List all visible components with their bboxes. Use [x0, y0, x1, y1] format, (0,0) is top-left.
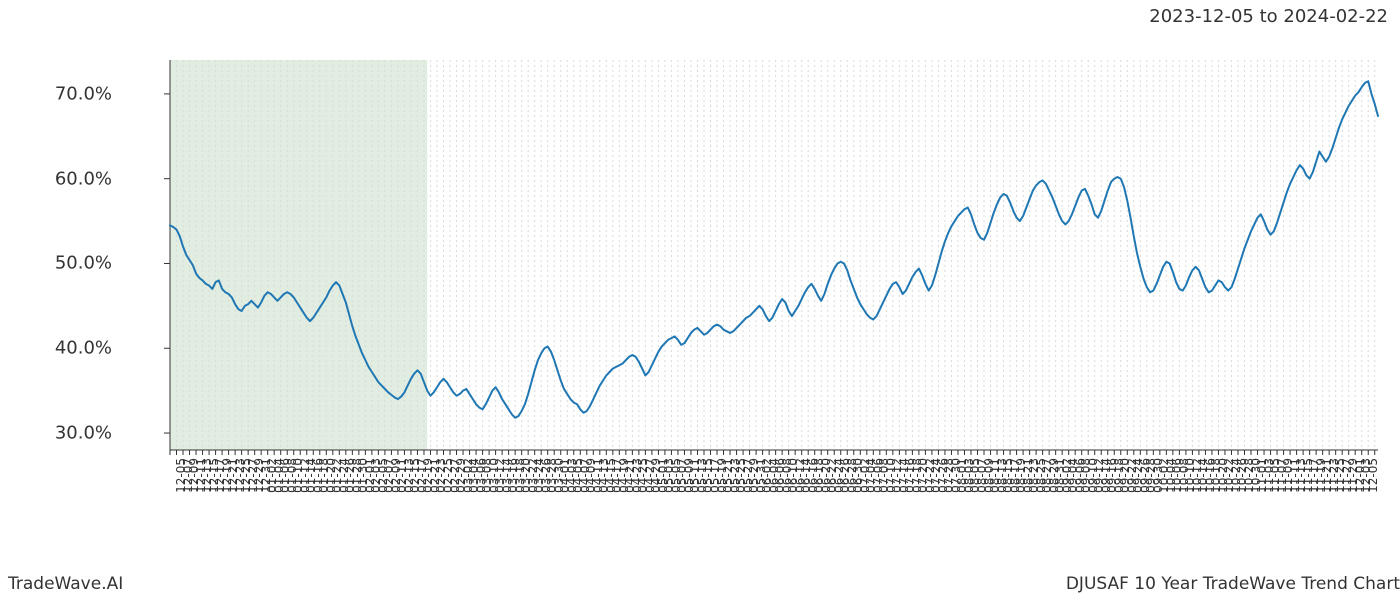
chart-plot-area	[120, 50, 1380, 470]
y-tick-label: 40.0%	[12, 338, 112, 359]
y-tick-label: 60.0%	[12, 168, 112, 189]
footer-brand: TradeWave.AI	[8, 574, 123, 594]
y-tick-label: 50.0%	[12, 253, 112, 274]
chart-container: 2023-12-05 to 2024-02-22 30.0% 40.0% 50.0%…	[0, 0, 1400, 600]
footer-title: DJUSAF 10 Year TradeWave Trend Chart	[1066, 574, 1400, 594]
chart-svg	[120, 50, 1380, 470]
y-tick-label: 30.0%	[12, 423, 112, 444]
y-tick-label: 70.0%	[12, 83, 112, 104]
date-range-label: 2023-12-05 to 2024-02-22	[1149, 6, 1388, 27]
x-tick-label: 12-05	[1366, 458, 1380, 493]
